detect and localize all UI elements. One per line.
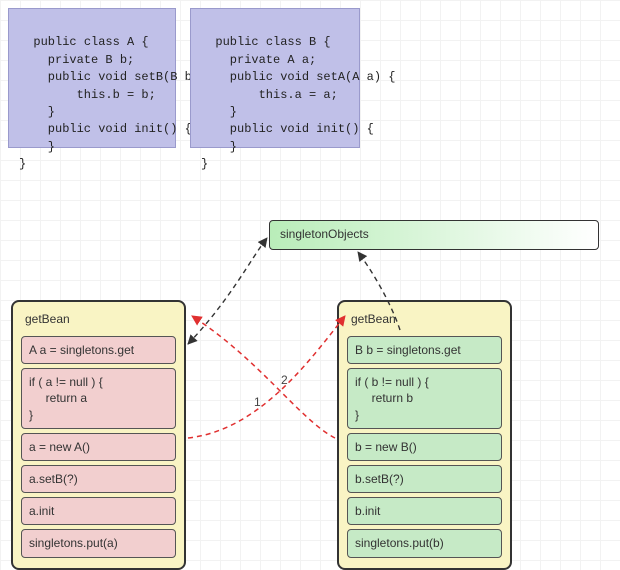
getbean-a-title: getBean: [19, 308, 178, 332]
bean-b-row-4: b.init: [347, 497, 502, 525]
class-a-text: public class A { private B b; public voi…: [19, 35, 213, 171]
bean-b-row-1: if ( b != null ) { return b }: [347, 368, 502, 429]
class-a-code: public class A { private B b; public voi…: [8, 8, 176, 148]
bean-a-row-2: a = new A(): [21, 433, 176, 461]
singleton-objects-label: singletonObjects: [280, 227, 369, 241]
bean-a-row-3: a.setB(?): [21, 465, 176, 493]
bean-b-row-2: b = new B(): [347, 433, 502, 461]
bean-a-row-1: if ( a != null ) { return a }: [21, 368, 176, 429]
bean-a-row-5: singletons.put(a): [21, 529, 176, 557]
class-b-text: public class B { private A a; public voi…: [201, 35, 395, 171]
edge-label-1: 1: [254, 395, 261, 409]
bean-b-row-3: b.setB(?): [347, 465, 502, 493]
edge-label-2: 2: [281, 373, 288, 387]
getbean-b-box: getBean B b = singletons.get if ( b != n…: [337, 300, 512, 570]
getbean-b-title: getBean: [345, 308, 504, 332]
edge-bseta-to-getbeana: [192, 316, 335, 438]
getbean-a-box: getBean A a = singletons.get if ( a != n…: [11, 300, 186, 570]
singleton-objects-box: singletonObjects: [269, 220, 599, 250]
bean-a-row-0: A a = singletons.get: [21, 336, 176, 364]
bean-b-row-0: B b = singletons.get: [347, 336, 502, 364]
bean-a-row-4: a.init: [21, 497, 176, 525]
class-b-code: public class B { private A a; public voi…: [190, 8, 360, 148]
bean-b-row-5: singletons.put(b): [347, 529, 502, 557]
edge-a-singletons-get: [188, 238, 267, 344]
edge-asetb-to-getbeanb: [188, 316, 345, 438]
